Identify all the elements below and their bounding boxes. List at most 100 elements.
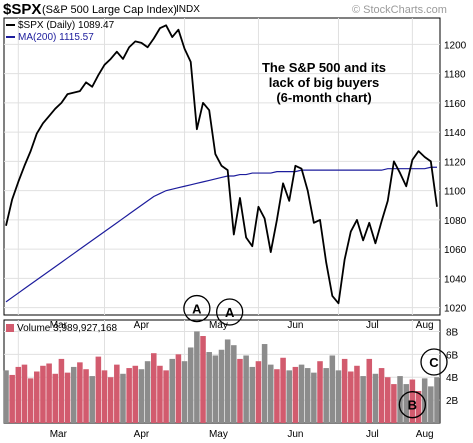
volume-bar xyxy=(70,366,77,423)
index-name: (S&P 500 Large Cap Index) xyxy=(42,4,177,16)
volume-bar xyxy=(194,331,200,423)
volume-bar xyxy=(335,370,342,423)
volume-bar xyxy=(3,370,9,423)
price-tick-label: 1180 xyxy=(444,70,466,81)
volume-tick-label: 2B xyxy=(446,396,459,407)
price-tick-label: 1140 xyxy=(444,128,466,139)
legend-price-label: $SPX (Daily) 1089.47 xyxy=(18,20,115,31)
volume-bar xyxy=(298,364,305,423)
watermark: © StockCharts.com xyxy=(352,4,447,16)
annotation-line-1: The S&P 500 and its xyxy=(261,60,387,75)
annotation-circle-label: C xyxy=(429,355,439,370)
volume-bar xyxy=(341,358,348,423)
volume-bar xyxy=(366,358,373,423)
volume-bar xyxy=(415,390,422,423)
month-label-volume: Aug xyxy=(416,429,434,440)
volume-bar xyxy=(354,365,360,423)
volume-bar xyxy=(200,336,206,423)
volume-bar xyxy=(132,365,139,423)
legend-ma-label: MA(200) 1115.57 xyxy=(18,32,94,43)
volume-bar xyxy=(372,373,379,423)
volume-bar xyxy=(434,377,440,423)
volume-bar xyxy=(138,369,145,423)
price-tick-label: 1040 xyxy=(444,274,467,285)
volume-bar xyxy=(144,361,151,423)
price-tick-label: 1100 xyxy=(444,187,466,198)
volume-bar xyxy=(157,365,163,423)
annotation-circle-label: A xyxy=(192,302,202,317)
price-tick-label: 1120 xyxy=(444,157,466,168)
volume-bar xyxy=(21,364,28,423)
price-tick-label: 1060 xyxy=(444,245,467,256)
volume-bar xyxy=(169,358,176,423)
annotation-line-3: (6-month chart) xyxy=(276,90,372,105)
volume-bar xyxy=(181,361,188,423)
volume-bar xyxy=(255,361,262,423)
legend-volume-swatch xyxy=(6,324,14,333)
price-line xyxy=(5,24,438,305)
volume-bar xyxy=(280,357,286,423)
volume-bar xyxy=(83,369,89,423)
volume-bar xyxy=(237,358,243,423)
volume-bar xyxy=(9,374,15,423)
volume-bar xyxy=(378,368,385,423)
volume-bar xyxy=(89,376,95,423)
price-tick-label: 1160 xyxy=(444,99,466,110)
volume-bar xyxy=(126,368,132,423)
legend-price: $SPX (Daily) 1089.47 xyxy=(6,20,114,31)
month-label-volume: Mar xyxy=(50,429,68,440)
annotation-circle xyxy=(420,348,448,376)
volume-bar xyxy=(212,355,219,423)
legend-price-swatch xyxy=(6,24,15,27)
legend-ma: MA(200) 1115.57 xyxy=(6,32,94,43)
volume-tick-label: 8B xyxy=(446,327,459,338)
volume-bar xyxy=(409,379,416,423)
annotation-circle-label: B xyxy=(408,398,417,413)
volume-bar xyxy=(384,377,391,423)
price-tick-label: 1200 xyxy=(444,40,467,51)
volume-bar xyxy=(261,344,268,423)
volume-bar xyxy=(34,371,40,423)
volume-bar xyxy=(231,345,237,423)
volume-bar xyxy=(348,371,354,423)
volume-bar xyxy=(323,368,329,423)
volume-bar xyxy=(428,386,434,423)
volume-bar xyxy=(52,373,59,423)
annotation-circle-label: A xyxy=(225,305,235,320)
volume-tick-label: 6B xyxy=(446,350,459,361)
volume-bar xyxy=(163,370,169,423)
volume-bar xyxy=(40,365,46,423)
volume-bar xyxy=(151,353,157,423)
price-tick-label: 1080 xyxy=(444,216,467,227)
volume-bar xyxy=(218,349,225,423)
legend-volume-label: Volume 3,989,927,168 xyxy=(17,323,118,334)
month-label-price: Mar xyxy=(50,320,68,331)
volume-bar xyxy=(403,384,409,423)
volume-bar xyxy=(77,362,83,423)
volume-bar xyxy=(286,370,292,423)
month-label-volume: Apr xyxy=(134,429,150,440)
volume-bar xyxy=(206,352,212,423)
volume-bar xyxy=(274,369,280,423)
month-label-volume: Jun xyxy=(287,429,303,440)
annotation-circle xyxy=(183,294,211,323)
volume-bar xyxy=(391,384,397,423)
annotation-line-2: lack of big buyers xyxy=(268,75,380,90)
exchange-label: INDX xyxy=(176,4,200,15)
volume-bar xyxy=(114,364,120,423)
month-label-price: Aug xyxy=(416,320,434,331)
volume-bar xyxy=(267,364,274,423)
volume-bar xyxy=(360,376,366,423)
month-label-price: Apr xyxy=(134,320,150,331)
volume-bar xyxy=(27,378,34,423)
ma200-line xyxy=(5,166,437,303)
volume-bar xyxy=(46,363,52,423)
volume-bar xyxy=(249,366,256,423)
ticker-symbol: $SPX xyxy=(3,1,42,18)
volume-bar xyxy=(224,339,231,423)
volume-bar xyxy=(187,347,194,423)
volume-bar xyxy=(304,368,311,423)
volume-bar xyxy=(311,372,317,423)
month-label-volume: May xyxy=(209,429,228,440)
